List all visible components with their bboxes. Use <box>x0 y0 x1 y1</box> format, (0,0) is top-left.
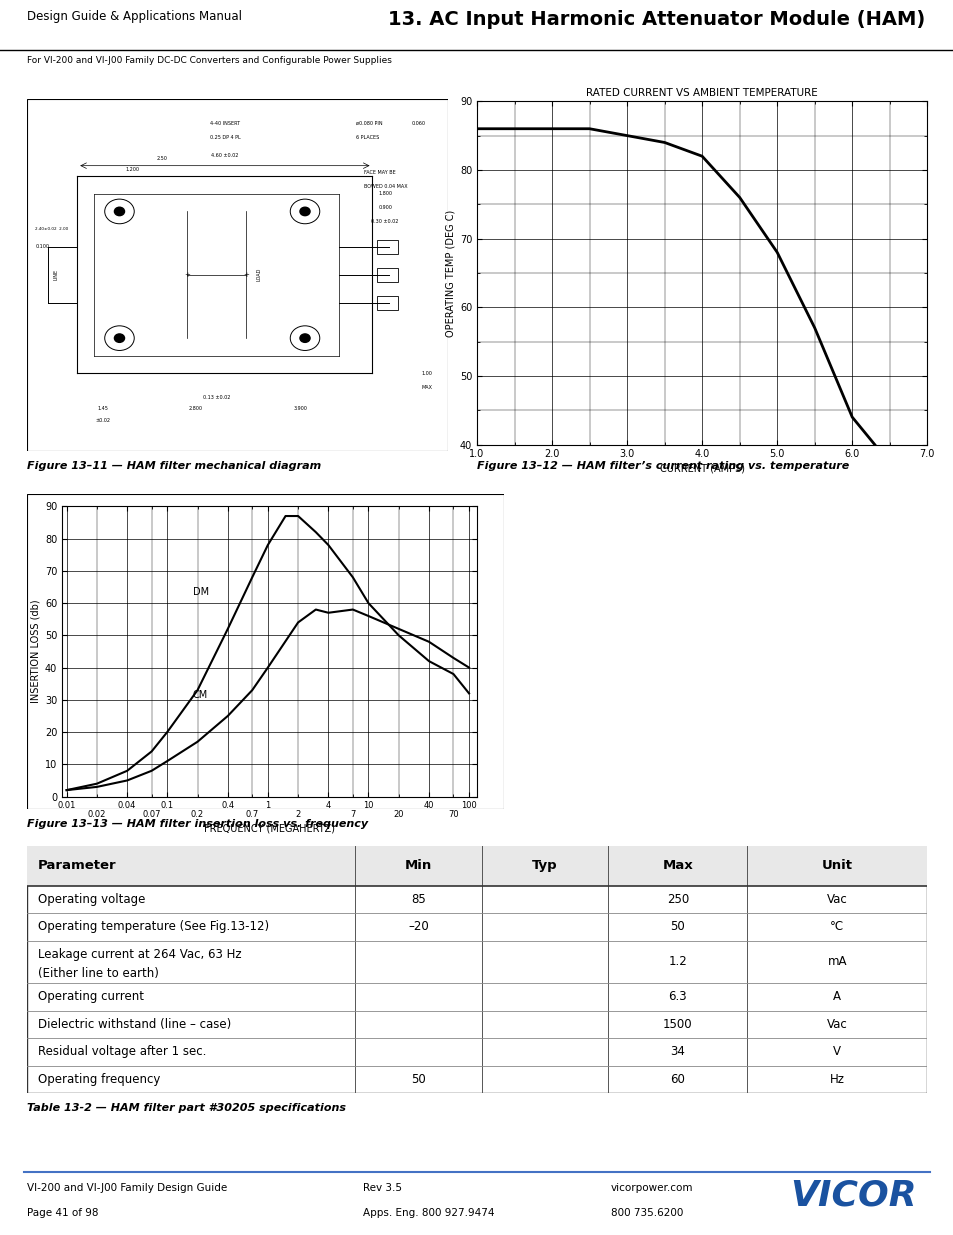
Text: 800 735.6200: 800 735.6200 <box>610 1208 682 1218</box>
Text: 50: 50 <box>411 1073 425 1086</box>
Text: LOAD: LOAD <box>255 268 261 282</box>
Text: 4.60 ±0.02: 4.60 ±0.02 <box>211 153 238 158</box>
Circle shape <box>299 333 310 342</box>
Text: 2.40±0.02  2.00: 2.40±0.02 2.00 <box>35 227 69 231</box>
Bar <box>376 296 397 310</box>
Text: 13. AC Input Harmonic Attenuator Module (HAM): 13. AC Input Harmonic Attenuator Module … <box>388 10 924 28</box>
Circle shape <box>114 333 125 342</box>
Text: °C: °C <box>829 920 843 934</box>
Text: Figure 13–13 — HAM filter insertion loss vs. frequency: Figure 13–13 — HAM filter insertion loss… <box>27 819 368 830</box>
Text: 60: 60 <box>670 1073 684 1086</box>
Text: BOWED 0.04 MAX: BOWED 0.04 MAX <box>364 184 407 189</box>
Text: 1.200: 1.200 <box>125 167 139 172</box>
Text: 250: 250 <box>666 893 688 906</box>
Text: (Either line to earth): (Either line to earth) <box>37 967 158 979</box>
Text: 2.50: 2.50 <box>156 156 167 161</box>
Circle shape <box>114 207 125 216</box>
Text: For VI-200 and VI-J00 Family DC-DC Converters and Configurable Power Supplies: For VI-200 and VI-J00 Family DC-DC Conve… <box>27 56 391 65</box>
Text: Figure 13–11 — HAM filter mechanical diagram: Figure 13–11 — HAM filter mechanical dia… <box>27 461 320 472</box>
Text: Vac: Vac <box>826 893 846 906</box>
Text: +: + <box>243 272 249 278</box>
Text: Operating frequency: Operating frequency <box>37 1073 160 1086</box>
Y-axis label: OPERATING TEMP (DEG C): OPERATING TEMP (DEG C) <box>445 209 456 337</box>
Text: Table 13-2 — HAM filter part #30205 specifications: Table 13-2 — HAM filter part #30205 spec… <box>27 1103 345 1113</box>
Text: vicorpower.com: vicorpower.com <box>610 1183 692 1193</box>
Text: Unit: Unit <box>821 860 852 872</box>
Text: 0.25 DP 4 PL: 0.25 DP 4 PL <box>210 135 240 140</box>
Text: DM: DM <box>193 587 209 597</box>
X-axis label: CURRENT (AMPS): CURRENT (AMPS) <box>659 463 744 474</box>
Text: ±0.02: ±0.02 <box>95 419 110 424</box>
Bar <box>376 268 397 282</box>
Text: 6 PLACES: 6 PLACES <box>355 135 378 140</box>
Text: V: V <box>832 1045 841 1058</box>
Text: 0.13 ±0.02: 0.13 ±0.02 <box>203 395 230 400</box>
Text: 4-40 INSERT: 4-40 INSERT <box>210 121 240 126</box>
Text: 1500: 1500 <box>662 1018 692 1031</box>
Text: Operating current: Operating current <box>37 990 143 1003</box>
Text: 0.900: 0.900 <box>377 205 392 210</box>
Text: Typ: Typ <box>531 860 557 872</box>
Text: 0.060: 0.060 <box>412 121 425 126</box>
Text: ø0.080 PIN: ø0.080 PIN <box>355 121 382 126</box>
Text: 34: 34 <box>670 1045 684 1058</box>
Text: 1.2: 1.2 <box>668 956 686 968</box>
Text: Apps. Eng. 800 927.9474: Apps. Eng. 800 927.9474 <box>362 1208 494 1218</box>
Text: 1.00: 1.00 <box>421 370 433 375</box>
X-axis label: FREQUENCY (MEGAHERTZ): FREQUENCY (MEGAHERTZ) <box>204 824 335 834</box>
Title: RATED CURRENT VS AMBIENT TEMPERATURE: RATED CURRENT VS AMBIENT TEMPERATURE <box>586 88 817 98</box>
Text: 0.30 ±0.02: 0.30 ±0.02 <box>371 220 398 225</box>
Text: 85: 85 <box>411 893 425 906</box>
Text: Leakage current at 264 Vac, 63 Hz: Leakage current at 264 Vac, 63 Hz <box>37 948 241 961</box>
Text: Dielectric withstand (line – case): Dielectric withstand (line – case) <box>37 1018 231 1031</box>
Text: Page 41 of 98: Page 41 of 98 <box>27 1208 98 1218</box>
Text: 1.800: 1.800 <box>377 191 392 196</box>
Text: Max: Max <box>661 860 693 872</box>
Text: mA: mA <box>826 956 846 968</box>
Text: LINE: LINE <box>53 269 59 280</box>
Text: 1.45: 1.45 <box>97 406 108 411</box>
Y-axis label: INSERTION LOSS (db): INSERTION LOSS (db) <box>30 600 41 703</box>
Text: MAX: MAX <box>421 385 433 390</box>
Text: 50: 50 <box>670 920 684 934</box>
Text: 3.900: 3.900 <box>294 406 308 411</box>
Text: Hz: Hz <box>829 1073 843 1086</box>
Text: Operating voltage: Operating voltage <box>37 893 145 906</box>
Text: Operating temperature (See Fig.13-12): Operating temperature (See Fig.13-12) <box>37 920 269 934</box>
Text: –20: –20 <box>408 920 429 934</box>
Text: Residual voltage after 1 sec.: Residual voltage after 1 sec. <box>37 1045 206 1058</box>
Text: VI-200 and VI-J00 Family Design Guide: VI-200 and VI-J00 Family Design Guide <box>27 1183 227 1193</box>
Text: FACE MAY BE: FACE MAY BE <box>364 170 395 175</box>
Text: Vac: Vac <box>826 1018 846 1031</box>
Text: 6.3: 6.3 <box>668 990 686 1003</box>
Bar <box>27 846 926 885</box>
Text: +: + <box>184 272 190 278</box>
Circle shape <box>299 207 310 216</box>
Text: Min: Min <box>404 860 432 872</box>
Text: Design Guide & Applications Manual: Design Guide & Applications Manual <box>27 10 241 22</box>
Text: CM: CM <box>193 690 208 700</box>
Text: Rev 3.5: Rev 3.5 <box>362 1183 401 1193</box>
Text: 0.100: 0.100 <box>35 245 50 249</box>
Text: 2.800: 2.800 <box>188 406 202 411</box>
Text: Parameter: Parameter <box>37 860 116 872</box>
Text: A: A <box>832 990 841 1003</box>
Text: Figure 13–12 — HAM filter’s current rating vs. temperature: Figure 13–12 — HAM filter’s current rati… <box>476 461 848 472</box>
Text: VICOR: VICOR <box>790 1178 916 1213</box>
Bar <box>376 240 397 253</box>
